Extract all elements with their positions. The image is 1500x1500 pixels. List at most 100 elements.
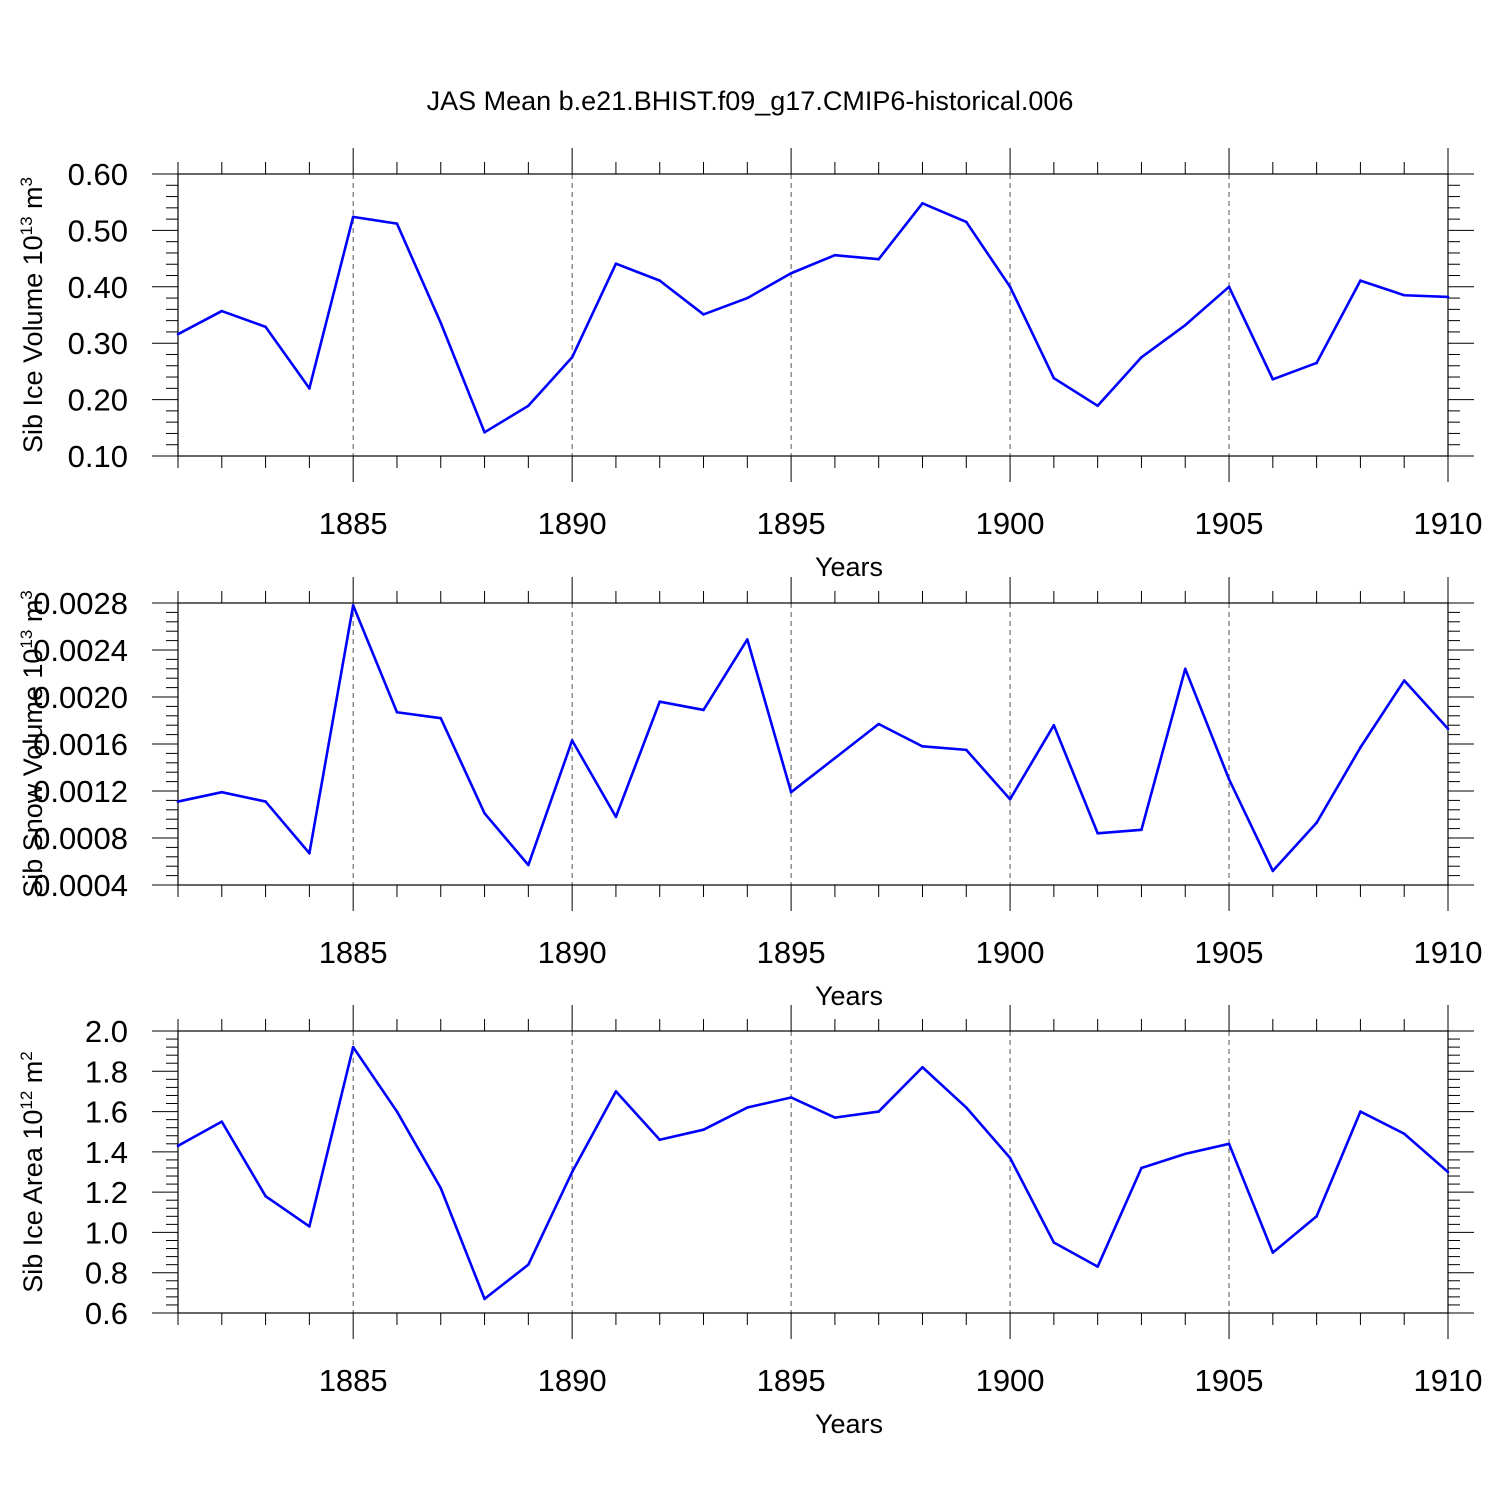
data-point (1008, 797, 1012, 801)
data-point (1227, 777, 1231, 781)
y-axis-label: Sib Snow Volume 1013 m3 (17, 590, 48, 898)
y-tick-label: 0.0028 (33, 586, 128, 621)
data-point (1052, 376, 1056, 380)
data-point (1008, 285, 1012, 289)
data-point (1315, 361, 1318, 365)
x-axis-label: Years (815, 552, 883, 582)
data-point (351, 604, 355, 607)
data-point (1271, 1251, 1275, 1254)
x-tick-label: 1885 (319, 506, 388, 541)
data-point (1140, 1166, 1143, 1170)
data-point (176, 332, 180, 336)
y-tick-label: 0.30 (68, 326, 128, 361)
data-point (351, 1045, 355, 1049)
data-point (614, 1090, 618, 1093)
x-tick-label: 1890 (538, 506, 607, 541)
x-tick-label: 1900 (976, 1363, 1045, 1398)
y-axis-label-part: m (18, 186, 48, 216)
y-axis-label-part: 12 (17, 1091, 36, 1110)
data-point (964, 220, 968, 224)
data-point (614, 815, 618, 819)
data-point (483, 812, 486, 815)
data-point (964, 1106, 968, 1109)
data-point (1227, 1142, 1231, 1146)
x-tick-label: 1905 (1195, 1363, 1264, 1398)
data-point (264, 1194, 267, 1198)
y-tick-label: 0.0008 (33, 821, 128, 856)
series-line-1 (177, 1045, 1449, 1301)
y-axis-label-part: 2 (17, 1051, 36, 1060)
data-point (833, 756, 837, 760)
data-point (1446, 1170, 1450, 1174)
x-tick-label: 1890 (538, 935, 607, 970)
data-point (1359, 1110, 1362, 1113)
y-tick-label: 0.0004 (33, 868, 128, 903)
data-point (395, 222, 399, 225)
data-point (1140, 828, 1143, 832)
data-point (1227, 285, 1231, 289)
y-axis-label-part: 3 (17, 590, 36, 599)
data-point (702, 313, 705, 316)
x-tick-label: 1885 (319, 1363, 388, 1398)
data-point (1183, 1152, 1187, 1156)
y-axis-label-part: 13 (17, 216, 36, 235)
plot-frame (177, 173, 1449, 457)
data-point (439, 321, 443, 325)
data-point (1096, 404, 1099, 408)
data-point (877, 1110, 880, 1113)
y-tick-label: 0.50 (68, 213, 128, 248)
data-point (833, 253, 837, 257)
x-tick-label: 1910 (1414, 506, 1483, 541)
data-point (483, 431, 486, 434)
data-point (877, 722, 880, 726)
y-axis-label-part: 3 (17, 177, 36, 186)
data-point (570, 356, 574, 359)
data-point (351, 215, 355, 219)
x-tick-label: 1890 (538, 1363, 607, 1398)
data-point (614, 262, 618, 265)
x-axis-label: Years (815, 1409, 883, 1439)
data-point (395, 710, 399, 714)
data-point (702, 708, 705, 712)
data-point (176, 800, 180, 803)
data-point (220, 790, 224, 794)
data-point (220, 1120, 224, 1123)
data-point (439, 1186, 443, 1190)
y-axis-label: Sib Ice Volume 1013 m3 (17, 177, 48, 453)
y-tick-label: 0.60 (68, 157, 128, 192)
y-tick-label: 1.4 (85, 1135, 128, 1170)
figure-title: JAS Mean b.e21.BHIST.f09_g17.CMIP6-histo… (427, 86, 1074, 116)
data-point (1140, 356, 1143, 359)
data-point (308, 387, 311, 390)
data-point (921, 202, 924, 205)
data-point (264, 800, 267, 803)
y-axis-label-part: 13 (17, 630, 36, 649)
data-point (1446, 727, 1450, 731)
data-point (395, 1110, 399, 1113)
data-point (1183, 667, 1187, 671)
data-point (308, 851, 311, 855)
data-point (220, 309, 224, 313)
data-point (746, 638, 749, 641)
data-point (658, 279, 662, 282)
data-point (746, 1106, 749, 1109)
y-tick-label: 0.0024 (33, 633, 128, 668)
data-point (1052, 723, 1056, 727)
y-axis-label-part: Sib Ice Area 10 (18, 1110, 48, 1293)
data-point (702, 1128, 705, 1131)
data-point (1315, 1215, 1318, 1218)
plot-frame (177, 1030, 1449, 1314)
data-point (1271, 869, 1275, 873)
y-tick-label: 0.6 (85, 1296, 128, 1331)
data-point (1008, 1156, 1012, 1160)
chart-panel-3: 1885 1890 1895 1900 1905 1910 Years 0.6 0.8 1.0 1.… (17, 1005, 1482, 1439)
data-point (570, 1170, 574, 1174)
data-point (746, 296, 749, 300)
y-tick-label: 0.0020 (33, 680, 128, 715)
x-tick-label: 1885 (319, 935, 388, 970)
chart-panel-1: 1885 1890 1895 1900 1905 1910 Years 0.10 0.20 0.3… (17, 148, 1482, 582)
x-tick-label: 1895 (757, 935, 826, 970)
data-point (789, 271, 793, 275)
data-point (1096, 832, 1099, 835)
